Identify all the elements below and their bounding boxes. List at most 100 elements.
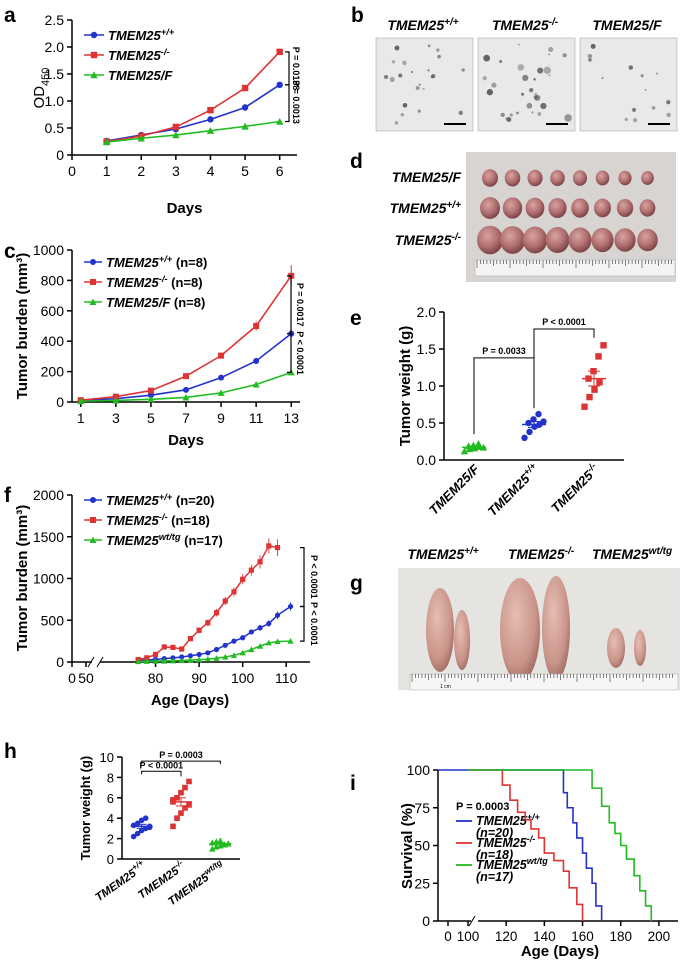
data-point-triangle bbox=[137, 134, 145, 142]
colony-dot bbox=[505, 117, 508, 120]
legend-entry: TMEM25-/- (n=18) bbox=[106, 512, 210, 528]
tumor bbox=[618, 170, 632, 186]
x-tick-label: 0 bbox=[68, 163, 76, 179]
data-point-triangle bbox=[152, 658, 159, 664]
data-point-circle bbox=[187, 653, 193, 659]
data-point-triangle bbox=[275, 117, 284, 125]
colony-dot bbox=[666, 112, 671, 118]
y-tick-label: 1500 bbox=[33, 529, 64, 545]
data-point-triangle bbox=[252, 381, 260, 388]
row-label: TMEM25+/+ bbox=[390, 200, 461, 216]
gene-superscript: +/+ bbox=[464, 546, 479, 557]
axes-i: 0 25 50 75 100 0 100 120 140 160 180 200 Age (Days) S… bbox=[399, 762, 678, 960]
data-point-triangle bbox=[172, 131, 180, 139]
data-point-triangle bbox=[256, 643, 264, 649]
colony-dot bbox=[389, 77, 395, 83]
data-point-square bbox=[161, 644, 167, 650]
y-tick-label: 2 bbox=[107, 832, 114, 847]
y-tick-label: 0 bbox=[422, 913, 430, 929]
data-point-triangle bbox=[169, 657, 177, 664]
x-tick-label: 1 bbox=[103, 163, 111, 179]
x-tick-label: 80 bbox=[148, 670, 164, 686]
data-point-circle bbox=[218, 374, 225, 381]
p-value: P = 0.0138 bbox=[291, 47, 301, 91]
data-point-triangle bbox=[213, 655, 220, 661]
gene-name: TMEM25 bbox=[106, 255, 160, 270]
colony-dot bbox=[522, 74, 529, 82]
colony-dot bbox=[533, 95, 538, 100]
data-point-triangle bbox=[206, 127, 215, 134]
data-point-circle bbox=[253, 357, 260, 364]
gene-superscript: -/- bbox=[161, 47, 170, 57]
tumor bbox=[571, 198, 589, 218]
x-tick-label: 5 bbox=[241, 163, 249, 179]
x-axis-label: Days bbox=[168, 432, 204, 449]
data-point-triangle bbox=[274, 638, 281, 645]
y-tick-label: 2.5 bbox=[45, 12, 65, 28]
legend-entry: TMEM25/F (n=8) bbox=[106, 295, 205, 310]
data-point-triangle bbox=[241, 122, 249, 130]
tumor bbox=[502, 197, 523, 219]
colony-dot bbox=[543, 66, 551, 74]
tumor bbox=[527, 169, 543, 187]
group-count: (n=8) bbox=[168, 275, 203, 290]
colony-dot bbox=[540, 102, 547, 110]
gene-superscript: wt/tg bbox=[203, 858, 224, 876]
data-point-square bbox=[172, 123, 180, 131]
x-tick-label: 7 bbox=[182, 410, 190, 426]
tumor bbox=[454, 610, 470, 670]
x-tick-label: 5 bbox=[147, 410, 155, 426]
panel-letter: a bbox=[4, 4, 16, 27]
data-point-triangle bbox=[89, 536, 97, 543]
tumor bbox=[477, 225, 503, 255]
y-tick-label: 1.5 bbox=[417, 341, 437, 357]
data-point-triangle bbox=[161, 657, 168, 664]
legend-entry: TMEM25-/- bbox=[476, 834, 535, 850]
colony-dot bbox=[491, 82, 497, 88]
data-point-triangle bbox=[196, 656, 203, 663]
colony-dot bbox=[458, 110, 463, 115]
data-point-square bbox=[231, 589, 237, 595]
group-count: (n=8) bbox=[172, 255, 207, 270]
data-point-square bbox=[174, 815, 180, 821]
colony-dot bbox=[461, 68, 465, 72]
data-point-triangle bbox=[89, 298, 97, 305]
y-tick-label: 1000 bbox=[33, 242, 64, 258]
image-label: TMEM25+/+ bbox=[387, 17, 458, 33]
data-point-triangle bbox=[112, 396, 120, 404]
gene-superscript: -/- bbox=[549, 17, 559, 28]
data-point-square bbox=[581, 403, 588, 410]
data-point-square bbox=[179, 646, 185, 652]
gene-name: TMEM25 bbox=[548, 467, 596, 515]
data-point-square bbox=[257, 559, 263, 565]
y-axis-label-sub: 450 bbox=[40, 68, 52, 86]
tumor bbox=[637, 228, 658, 252]
legend-entry: TMEM25wt/tg bbox=[476, 856, 548, 872]
tumor bbox=[591, 227, 614, 253]
gene-name: TMEM25 bbox=[106, 533, 160, 548]
data-point-square bbox=[218, 352, 225, 359]
tumor bbox=[480, 197, 500, 219]
tumor bbox=[525, 197, 545, 219]
data-point-square bbox=[187, 636, 193, 642]
colony-dot bbox=[398, 73, 403, 78]
colony-image bbox=[375, 37, 474, 132]
colony-image bbox=[477, 37, 576, 132]
tumor bbox=[595, 170, 610, 186]
survival-curve bbox=[468, 769, 603, 921]
colony-dot bbox=[628, 65, 634, 70]
data-point-circle bbox=[287, 603, 294, 610]
data-point-square bbox=[144, 655, 150, 661]
group-count: (n=8) bbox=[170, 295, 205, 310]
x-tick-label: 2 bbox=[137, 163, 145, 179]
colony-dot bbox=[417, 109, 421, 113]
p-value: P = 0.0033 bbox=[482, 346, 526, 356]
x-tick-label: 9 bbox=[217, 410, 225, 426]
colony-dot bbox=[431, 73, 436, 79]
legend-count: (n=17) bbox=[476, 870, 513, 884]
data-point-square bbox=[170, 644, 176, 650]
legend-entry: TMEM25+/+ bbox=[476, 812, 540, 828]
data-point-circle bbox=[134, 830, 141, 837]
